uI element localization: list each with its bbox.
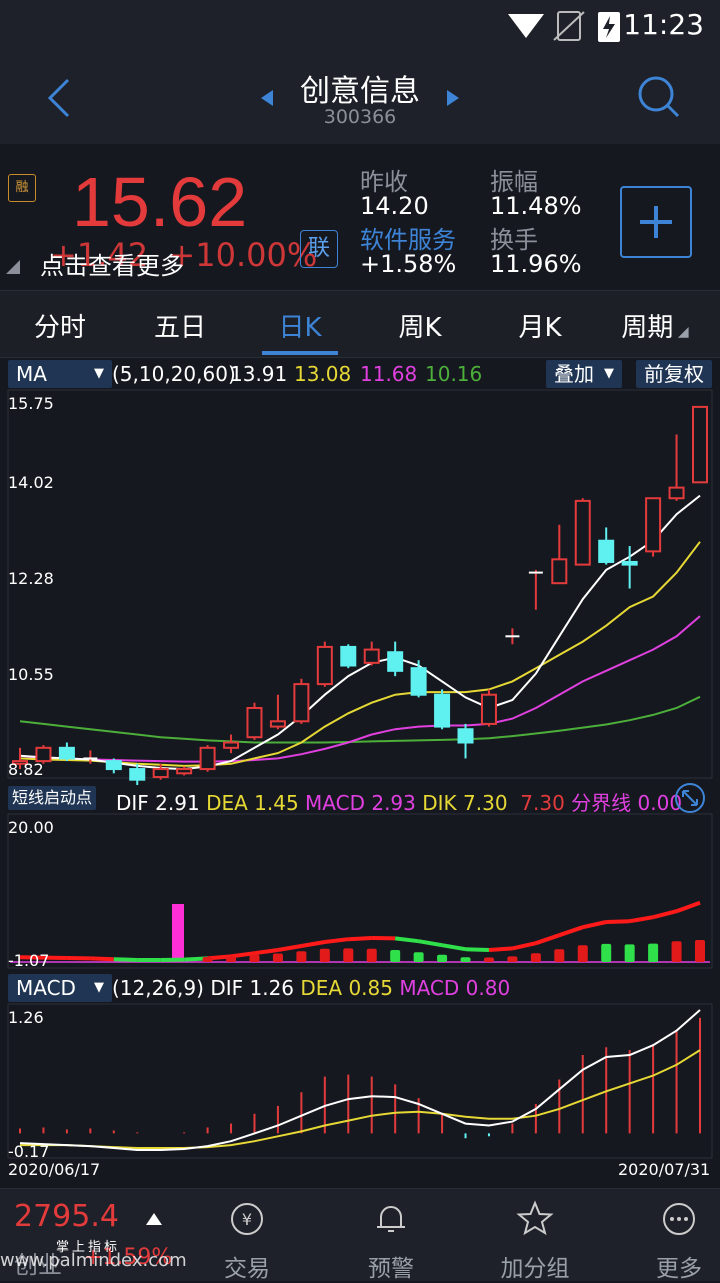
signal-bar (507, 956, 517, 962)
candle-body (247, 708, 261, 737)
main-tick-4: 8.82 (8, 760, 44, 779)
candle-body (318, 647, 332, 684)
candle-body (271, 721, 285, 726)
signal-line-segment (348, 938, 371, 939)
signal-bar (320, 949, 330, 962)
candle-body (459, 729, 473, 742)
svg-text:¥: ¥ (242, 1210, 252, 1229)
candle-body (388, 652, 402, 671)
signal-line-segment (630, 917, 653, 921)
signal-bar (390, 950, 400, 962)
signal-line-segment (114, 959, 137, 960)
ma60-line (20, 697, 700, 743)
nav-more[interactable]: 更多 (624, 1199, 720, 1283)
candle-body (201, 748, 215, 769)
signal-bar (695, 940, 705, 962)
candle-body (552, 559, 566, 583)
signal-bar (296, 951, 306, 962)
trade-icon: ¥ (227, 1199, 267, 1239)
signal-bar (414, 952, 424, 962)
candle-body (435, 695, 449, 727)
candle-body (599, 541, 613, 562)
candle-body (693, 407, 707, 482)
signal-spike-bar (172, 904, 184, 962)
candle-body (341, 647, 355, 666)
index-value[interactable]: 2795.4 (14, 1199, 119, 1234)
signal-line-segment (606, 921, 629, 922)
signal-line-segment (395, 938, 418, 941)
candle-body (107, 761, 121, 769)
macd-dea-line (20, 1050, 700, 1148)
macd-tick-1: -0.17 (8, 1142, 49, 1161)
signal-bar (648, 944, 658, 962)
candle-body (177, 769, 191, 773)
signal-line-segment (466, 949, 489, 950)
signal-line-segment (301, 942, 324, 946)
signal-bar (554, 949, 564, 962)
signal-line-segment (512, 943, 535, 948)
signal-bar (484, 958, 494, 962)
candle-body (576, 501, 590, 565)
ma20-line (20, 616, 700, 762)
nav-add-group[interactable]: 加分组 (480, 1199, 590, 1283)
sub1-tick-1: -1.07 (8, 951, 49, 970)
signal-line-segment (583, 922, 606, 927)
macd-dif-line (20, 1010, 700, 1150)
watermark: www.palmindex.com (0, 1250, 187, 1271)
date-start: 2020/06/17 (8, 1160, 100, 1179)
signal-bar (203, 957, 213, 962)
signal-bar (461, 957, 471, 962)
signal-line-segment (489, 948, 512, 950)
sub1-tick-0: 20.00 (8, 818, 54, 837)
signal-bar (226, 956, 236, 962)
main-tick-0: 15.75 (8, 394, 54, 413)
signal-line-segment (419, 941, 442, 945)
candle-body (670, 488, 684, 499)
signal-line-segment (559, 927, 582, 935)
candle-body (365, 650, 379, 663)
nav-trade[interactable]: ¥ 交易 (192, 1199, 302, 1283)
signal-bar (273, 954, 283, 962)
signal-line-segment (677, 903, 700, 911)
main-chart-frame (8, 390, 712, 778)
signal-bar (601, 944, 611, 962)
signal-bar (249, 955, 259, 962)
signal-line-segment (325, 939, 348, 942)
signal-line-segment (536, 935, 559, 943)
signal-bar (578, 945, 588, 962)
candle-body (294, 684, 308, 721)
more-icon (659, 1199, 699, 1239)
star-icon (515, 1199, 555, 1239)
candle-body (154, 769, 168, 777)
candle-body (623, 562, 637, 565)
candle-body (224, 743, 238, 748)
bell-icon (371, 1199, 411, 1239)
signal-bar (343, 948, 353, 962)
signal-bar (672, 941, 682, 962)
signal-line-segment (442, 945, 465, 949)
signal-bar (625, 944, 635, 962)
signal-bar (367, 949, 377, 962)
date-end: 2020/07/31 (618, 1160, 710, 1179)
signal-line-segment (254, 950, 277, 953)
candle-body (60, 748, 74, 759)
candle-body (130, 769, 144, 780)
main-tick-2: 12.28 (8, 569, 54, 588)
macd-tick-0: 1.26 (8, 1008, 44, 1027)
candle-body (646, 498, 660, 551)
candle-body (412, 668, 426, 695)
index-up-icon[interactable] (146, 1213, 162, 1225)
signal-line-segment (653, 911, 676, 917)
signal-line-segment (278, 946, 301, 950)
signal-bar (531, 953, 541, 962)
candle-body (482, 695, 496, 724)
signal-bar (437, 955, 447, 962)
kline-chart[interactable] (0, 0, 720, 1188)
nav-alert[interactable]: 预警 (336, 1199, 446, 1283)
main-tick-1: 14.02 (8, 473, 54, 492)
signal-line-segment (90, 958, 113, 959)
main-tick-3: 10.55 (8, 665, 54, 684)
